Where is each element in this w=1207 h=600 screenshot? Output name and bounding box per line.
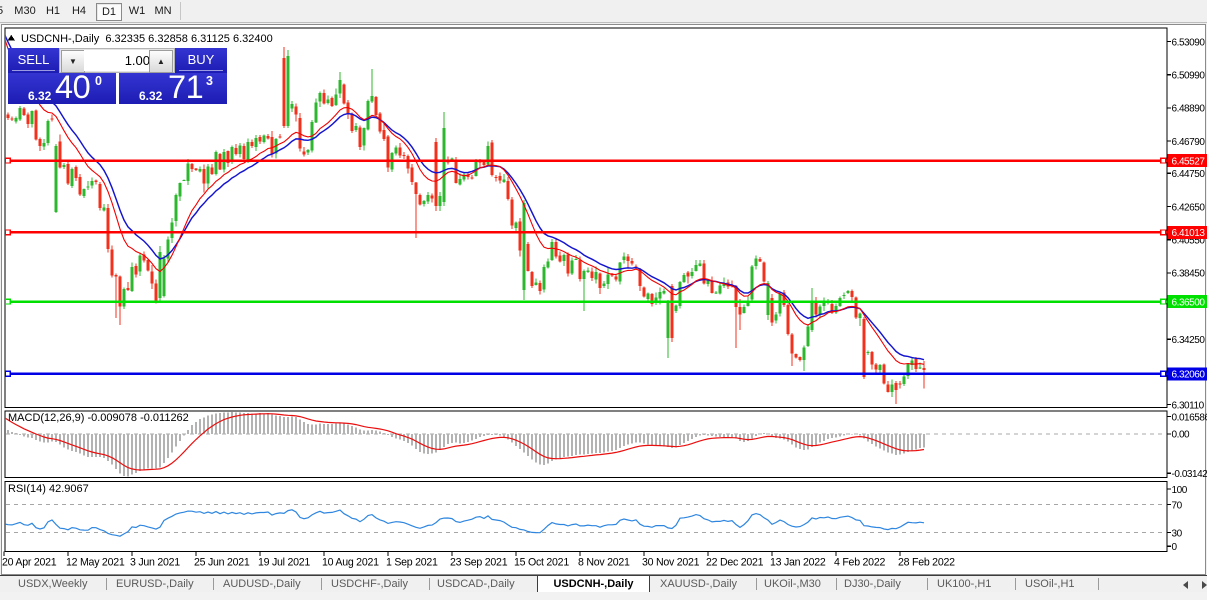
svg-text:6.40550: 6.40550 — [1172, 236, 1206, 247]
svg-text:0: 0 — [1172, 542, 1178, 553]
svg-text:30 Nov 2021: 30 Nov 2021 — [642, 557, 700, 569]
svg-text:6.36500: 6.36500 — [1172, 297, 1206, 308]
svg-text:1 Sep 2021: 1 Sep 2021 — [386, 557, 438, 569]
svg-text:0.00: 0.00 — [1172, 430, 1191, 441]
svg-text:RSI(14) 42.9067: RSI(14) 42.9067 — [8, 483, 89, 495]
svg-text:6.45527: 6.45527 — [1172, 156, 1206, 167]
svg-text:6.48890: 6.48890 — [1172, 104, 1206, 115]
svg-text:12 May 2021: 12 May 2021 — [66, 557, 125, 569]
svg-text:3 Jun 2021: 3 Jun 2021 — [130, 557, 180, 569]
svg-text:19 Jul 2021: 19 Jul 2021 — [258, 557, 310, 569]
svg-text:MACD(12,26,9) -0.009078 -0.011: MACD(12,26,9) -0.009078 -0.011262 — [8, 412, 189, 424]
svg-text:28 Feb 2022: 28 Feb 2022 — [898, 557, 955, 569]
svg-text:-0.03142: -0.03142 — [1172, 469, 1207, 480]
svg-text:10 Aug 2021: 10 Aug 2021 — [322, 557, 379, 569]
svg-text:6.30110: 6.30110 — [1172, 400, 1205, 411]
svg-text:8 Nov 2021: 8 Nov 2021 — [578, 557, 630, 569]
svg-text:25 Jun 2021: 25 Jun 2021 — [194, 557, 250, 569]
svg-text:15 Oct 2021: 15 Oct 2021 — [514, 557, 569, 569]
svg-text:6.34250: 6.34250 — [1172, 335, 1206, 346]
svg-text:6.50990: 6.50990 — [1172, 71, 1206, 82]
svg-text:100: 100 — [1172, 485, 1188, 496]
svg-text:30: 30 — [1172, 528, 1183, 539]
svg-text:6.42650: 6.42650 — [1172, 202, 1206, 213]
svg-text:6.46790: 6.46790 — [1172, 137, 1206, 148]
svg-text:22 Dec 2021: 22 Dec 2021 — [706, 557, 764, 569]
svg-text:6.41013: 6.41013 — [1172, 228, 1206, 239]
svg-text:70: 70 — [1172, 500, 1183, 511]
svg-text:23 Sep 2021: 23 Sep 2021 — [450, 557, 508, 569]
svg-text:6.32060: 6.32060 — [1172, 370, 1206, 381]
svg-text:0.016586: 0.016586 — [1172, 412, 1207, 423]
svg-text:13 Jan 2022: 13 Jan 2022 — [770, 557, 826, 569]
svg-text:6.44750: 6.44750 — [1172, 169, 1206, 180]
svg-text:6.38450: 6.38450 — [1172, 269, 1206, 280]
svg-text:6.53090: 6.53090 — [1172, 37, 1206, 48]
svg-text:20 Apr 2021: 20 Apr 2021 — [2, 557, 57, 569]
svg-text:4 Feb 2022: 4 Feb 2022 — [834, 557, 885, 569]
svg-text:USDCNH-,Daily 6.32335 6.32858: USDCNH-,Daily 6.32335 6.32858 6.31125 6.… — [21, 33, 273, 45]
